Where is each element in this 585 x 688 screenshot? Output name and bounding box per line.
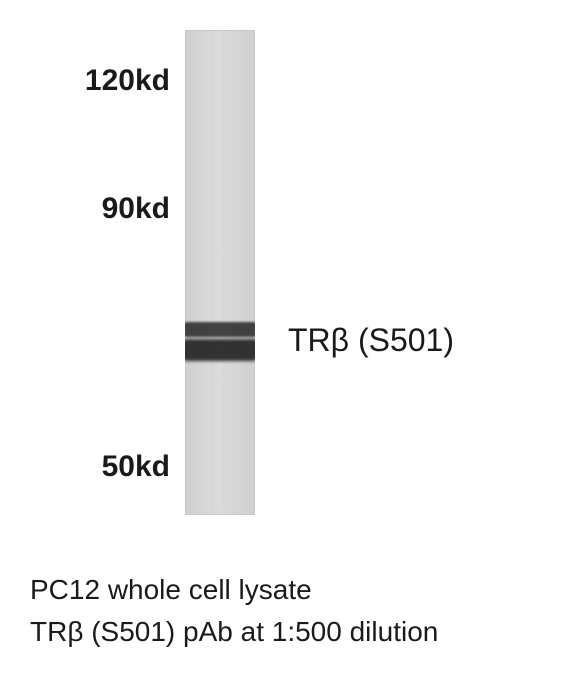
- mw-marker-50kd: 50kd: [30, 450, 170, 484]
- lane-streak: [212, 30, 214, 515]
- lane-streak: [201, 30, 203, 515]
- mw-marker-90kd: 90kd: [30, 192, 170, 226]
- lane-streak: [223, 30, 225, 515]
- western-blot-figure: 120kd 90kd 50kd TRβ (S501) PC12 whole cell l…: [0, 0, 585, 688]
- band-1: [185, 342, 255, 358]
- caption-line-1: TRβ (S501) pAb at 1:500 dilution: [30, 612, 438, 652]
- mw-marker-120kd: 120kd: [30, 64, 170, 98]
- band-label: TRβ (S501): [288, 322, 454, 359]
- caption-line-0: PC12 whole cell lysate: [30, 570, 312, 610]
- blot-lane: [185, 30, 255, 515]
- lane-streak: [245, 30, 247, 515]
- band-0: [185, 324, 255, 335]
- lane-streak: [234, 30, 236, 515]
- lane-streak: [190, 30, 192, 515]
